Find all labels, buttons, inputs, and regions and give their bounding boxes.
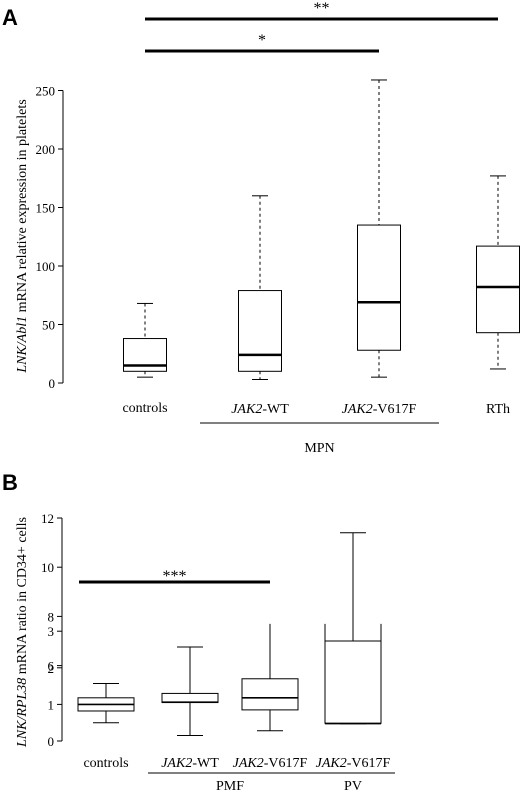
significance-marker: *** bbox=[163, 568, 187, 585]
y-tick-label: 200 bbox=[36, 142, 56, 157]
significance-marker: * bbox=[258, 32, 266, 49]
category-label: JAK2-WT bbox=[231, 402, 289, 417]
significance-marker: ** bbox=[314, 0, 330, 17]
y-tick-label: 0 bbox=[49, 376, 56, 391]
group-label: PMF bbox=[216, 779, 244, 793]
y-tick-label: 50 bbox=[42, 318, 55, 333]
category-label: JAK2-WT bbox=[161, 756, 219, 771]
y-tick-label: 100 bbox=[36, 259, 56, 274]
y-tick-label: 2 bbox=[48, 661, 55, 676]
y-tick-label: 0 bbox=[48, 734, 55, 749]
box bbox=[238, 290, 282, 372]
y-axis-label: LNK/Abl1 mRNA relative expression in pla… bbox=[15, 99, 30, 373]
panel-label: A bbox=[2, 5, 18, 30]
y-tick-label: 12 bbox=[41, 511, 54, 526]
category-label: controls bbox=[122, 401, 167, 416]
y-tick-label: 8 bbox=[48, 609, 55, 624]
category-label: JAK2-V617F bbox=[342, 402, 417, 417]
group-label: PV bbox=[344, 779, 362, 793]
y-tick-label: 250 bbox=[36, 84, 56, 99]
y-tick-label: 10 bbox=[41, 560, 54, 575]
box bbox=[241, 678, 299, 711]
group-label: MPN bbox=[304, 441, 334, 456]
category-label: JAK2-V617F bbox=[316, 756, 391, 771]
box bbox=[161, 692, 219, 704]
y-tick-label: 3 bbox=[48, 624, 55, 639]
category-label: JAK2-V617F bbox=[233, 756, 308, 771]
y-axis-label: LNK/RPL38 mRNA ratio in CD34+ cells bbox=[15, 517, 30, 748]
y-tick-label: 6 bbox=[48, 659, 55, 674]
category-label: controls bbox=[83, 756, 128, 771]
box bbox=[357, 224, 401, 351]
category-label: RTh bbox=[486, 402, 510, 417]
panel-a: A LNK/Abl1 mRNA relative expression in pl… bbox=[2, 0, 520, 456]
panel-label: B bbox=[2, 470, 18, 495]
y-tick-label: 1 bbox=[48, 697, 55, 712]
box bbox=[476, 245, 520, 334]
y-tick-label: 150 bbox=[36, 201, 56, 216]
